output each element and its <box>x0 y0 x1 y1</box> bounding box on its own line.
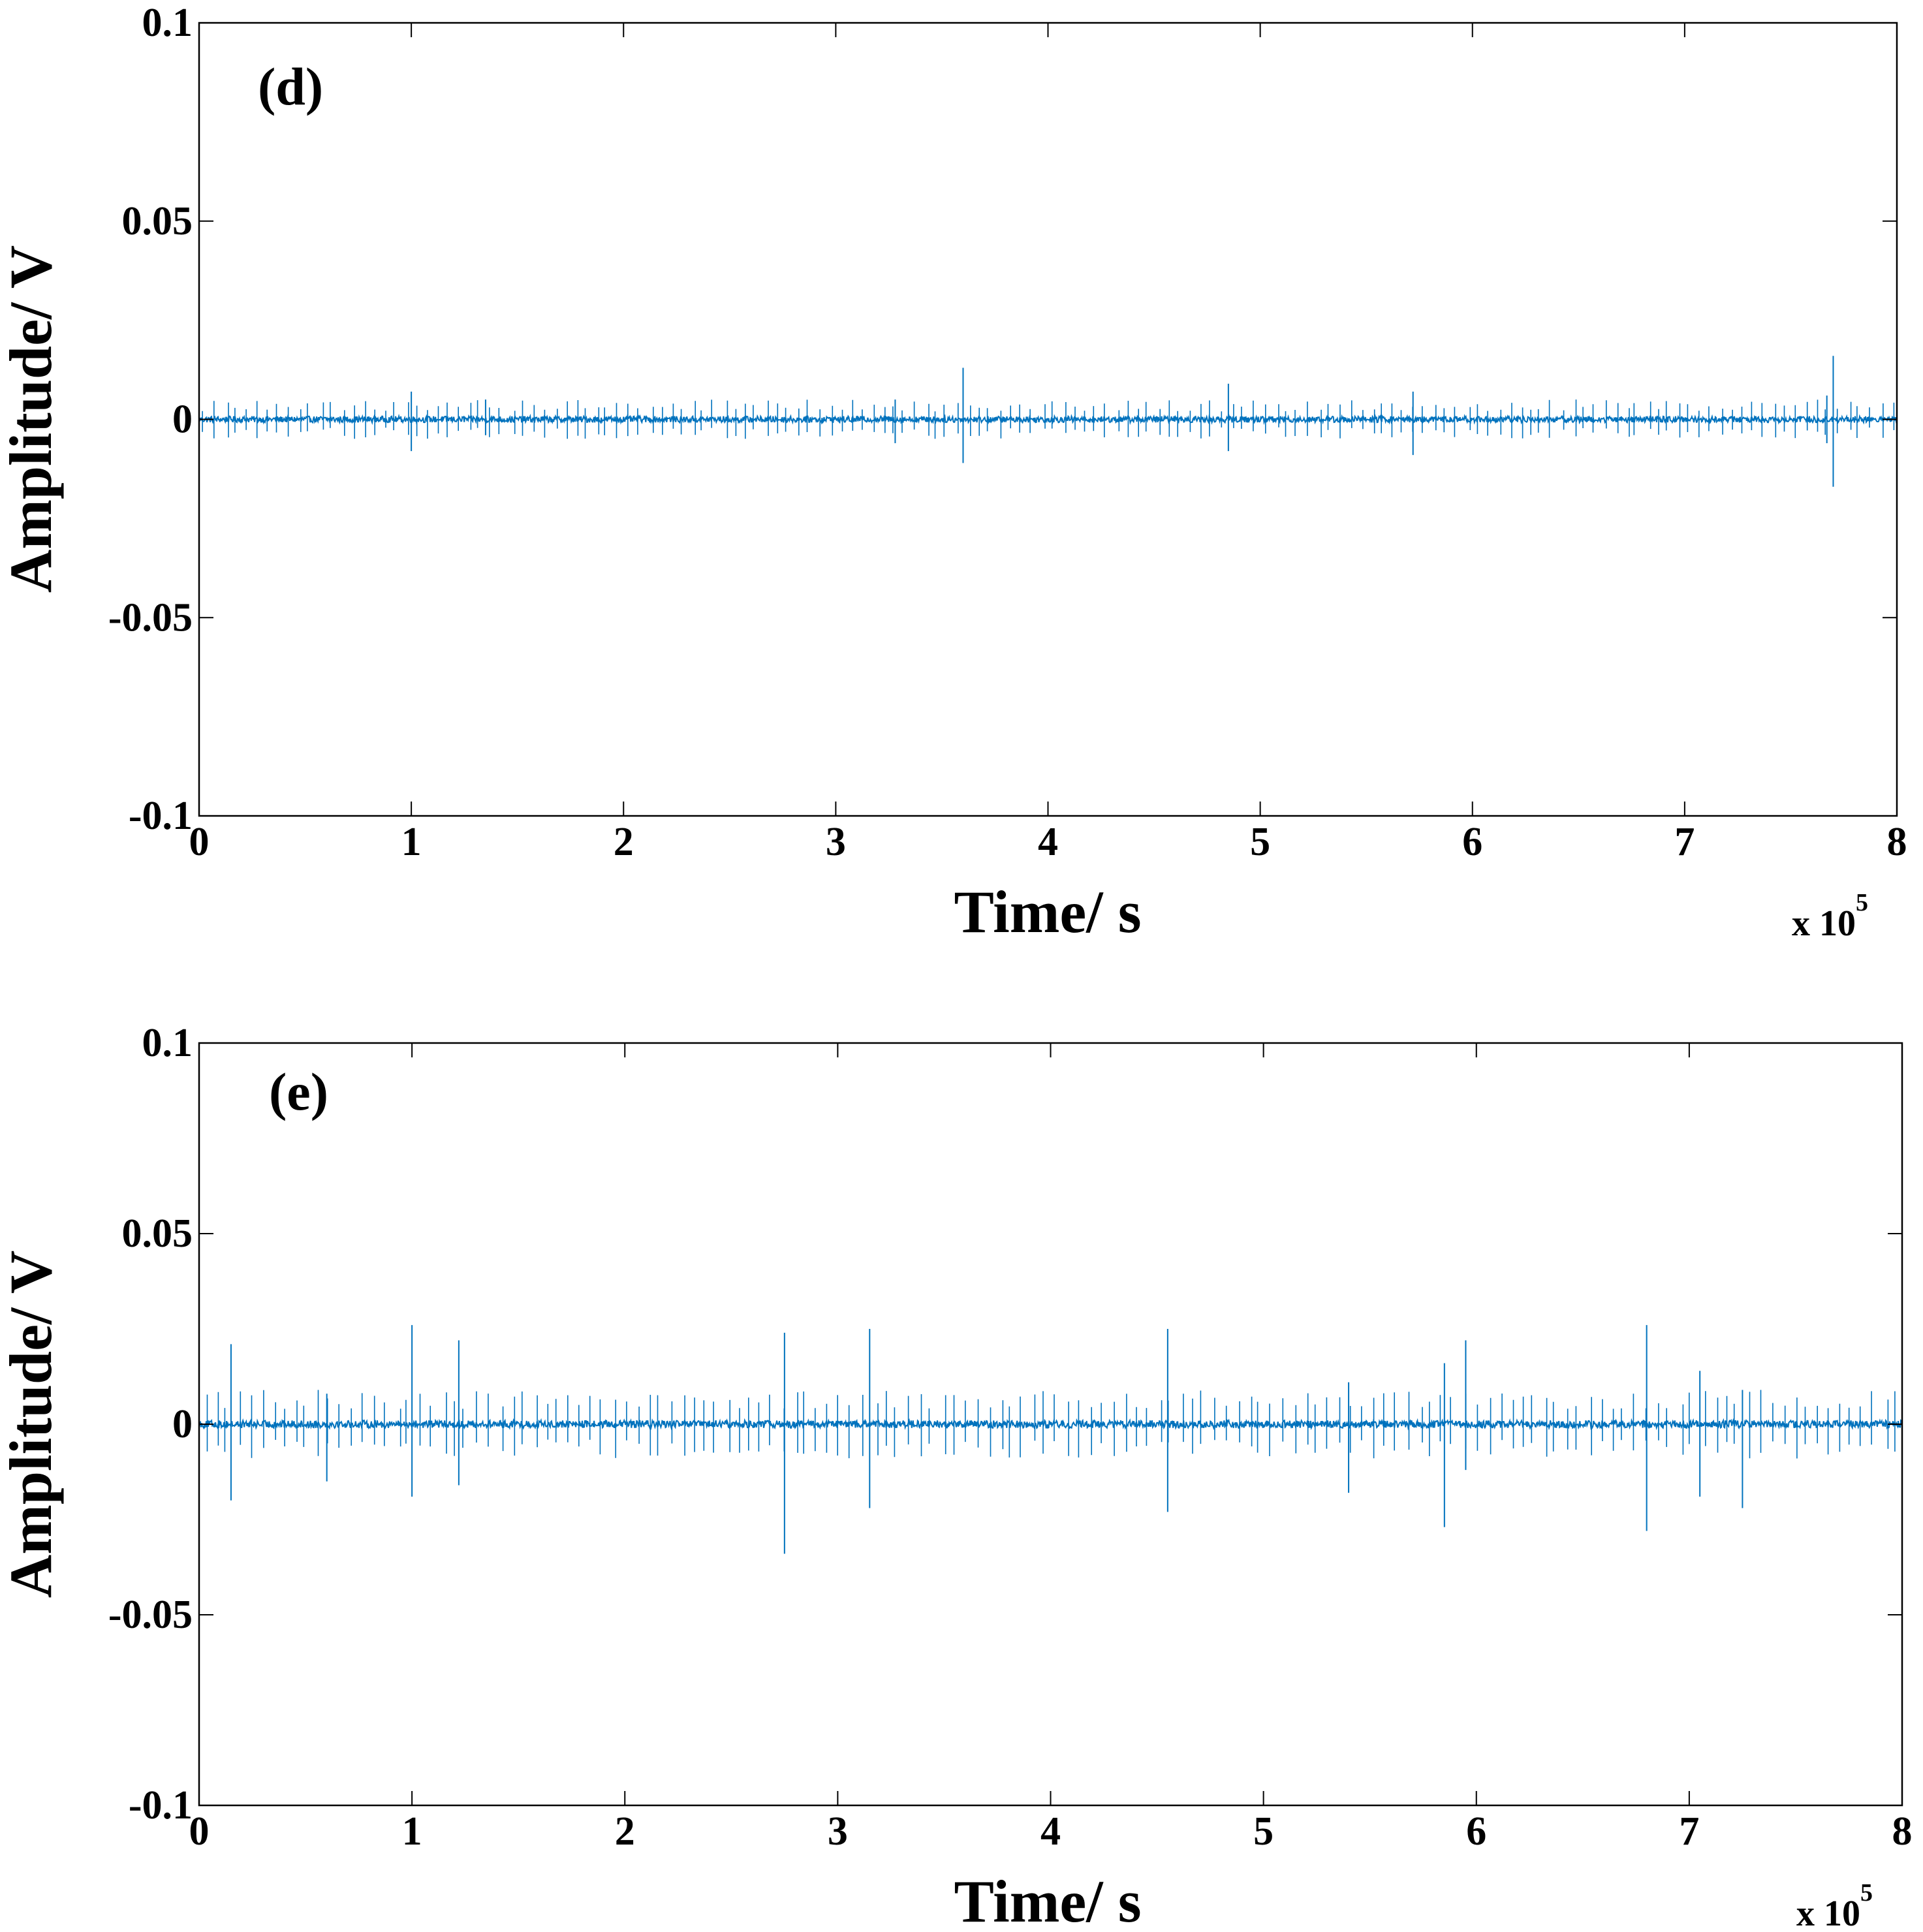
panel-d: 0 1 2 3 4 5 6 7 8 0.1 0.05 0 -0.05 -0.1 (d) Time/ s A… <box>0 1 1907 945</box>
signal-trace-d <box>198 356 1898 487</box>
x-axis-title-e: Time/ s <box>954 1868 1141 1932</box>
x-tick-label-e-6: 6 <box>1466 1809 1486 1854</box>
x-multiplier-e: x 105 <box>1796 1879 1873 1932</box>
spikes-e <box>206 1390 1896 1459</box>
y-tick-label-d-2: 0 <box>172 397 193 442</box>
y-tick-label-d-4: -0.1 <box>129 794 193 838</box>
x-tick-label-d-7: 7 <box>1674 820 1695 864</box>
x-tick-label-e-3: 3 <box>828 1809 848 1854</box>
ticks-d: 0 1 2 3 4 5 6 7 8 0.1 0.05 0 -0.05 -0.1 <box>108 1 1907 864</box>
y-tick-label-d-1: 0.05 <box>122 199 193 243</box>
ticks-e: 0 1 2 3 4 5 6 7 8 0.1 0.05 0 -0.05 -0.1 <box>108 1021 1913 1854</box>
x-multiplier-d: x 105 <box>1792 889 1868 944</box>
x-tick-label-e-8: 8 <box>1892 1809 1913 1854</box>
baseline-noise-d <box>198 413 1898 426</box>
y-tick-label-e-3: -0.05 <box>108 1593 193 1637</box>
x-tick-label-e-7: 7 <box>1679 1809 1699 1854</box>
y-tick-label-d-0: 0.1 <box>142 1 193 45</box>
x-tick-label-e-0: 0 <box>189 1809 210 1854</box>
x-tick-label-d-6: 6 <box>1462 820 1482 864</box>
x-tick-label-d-5: 5 <box>1250 820 1270 864</box>
panel-e: 0 1 2 3 4 5 6 7 8 0.1 0.05 0 -0.05 -0.1 (e) Time/ s A… <box>0 1021 1913 1932</box>
y-tick-label-e-2: 0 <box>172 1402 193 1446</box>
x-tick-label-d-2: 2 <box>614 820 634 864</box>
x-tick-label-d-4: 4 <box>1038 820 1058 864</box>
panel-label-d: (d) <box>258 57 323 116</box>
y-tick-label-e-1: 0.05 <box>122 1211 193 1256</box>
x-tick-label-d-0: 0 <box>189 820 210 864</box>
x-tick-label-d-3: 3 <box>826 820 846 864</box>
y-tick-label-e-0: 0.1 <box>142 1021 193 1065</box>
y-axis-title-e: Amplitude/ V <box>0 1251 64 1598</box>
x-tick-label-e-1: 1 <box>402 1809 422 1854</box>
x-tick-label-e-4: 4 <box>1040 1809 1061 1854</box>
signal-trace-e <box>198 1325 1903 1554</box>
x-tick-label-e-2: 2 <box>615 1809 635 1854</box>
x-tick-label-d-1: 1 <box>401 820 422 864</box>
y-axis-title-d: Amplitude/ V <box>0 245 64 593</box>
x-tick-label-d-8: 8 <box>1887 820 1907 864</box>
x-axis-title-d: Time/ s <box>954 879 1141 945</box>
x-tick-label-e-5: 5 <box>1253 1809 1274 1854</box>
baseline-noise-e <box>198 1418 1903 1431</box>
y-tick-label-e-4: -0.1 <box>129 1783 193 1828</box>
spikes-d <box>202 399 1895 439</box>
panel-label-e: (e) <box>269 1062 328 1121</box>
y-tick-label-d-3: -0.05 <box>108 595 193 640</box>
